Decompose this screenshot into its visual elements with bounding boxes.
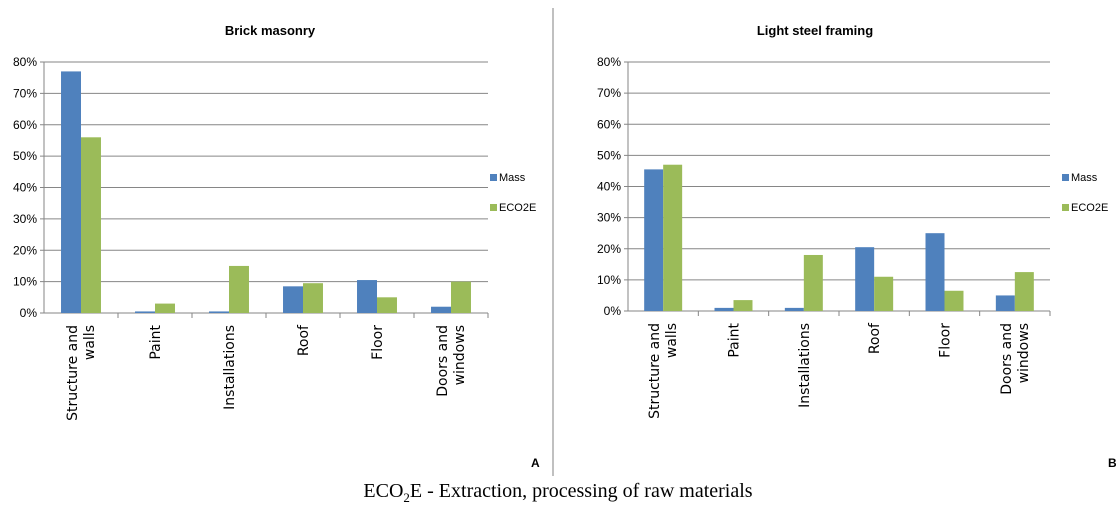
chart-b-category-label: Paint <box>727 323 743 358</box>
chart-a-legend-swatch-eco2e <box>490 204 497 211</box>
chart-a-category-label: Structure andwalls <box>65 325 98 421</box>
chart-a-y-tick-label: 20% <box>13 243 37 257</box>
chart-a-bar-eco2e-4 <box>377 297 397 313</box>
chart-a-bar-eco2e-0 <box>81 137 101 313</box>
chart-a-bar-eco2e-3 <box>303 283 323 313</box>
chart-a-y-tick-label: 70% <box>13 86 37 100</box>
chart-b-legend-label-mass: Mass <box>1071 172 1098 184</box>
chart-b-category-label: Roof <box>867 322 883 354</box>
chart-a-legend-label-mass: Mass <box>499 172 526 184</box>
chart-b-bar-eco2e-2 <box>803 254 823 311</box>
caption-subscript: 2 <box>403 490 410 505</box>
chart-a-bar-eco2e-5 <box>451 281 471 313</box>
chart-a-category-label: Floor <box>370 325 386 360</box>
chart-b-bar-eco2e-5 <box>1014 272 1034 311</box>
chart-b-title: Light steel framing <box>757 23 873 38</box>
caption-suffix: E - Extraction, processing of raw materi… <box>409 480 753 502</box>
chart-a-bar-mass-1 <box>135 311 155 313</box>
chart-b-bar-mass-1 <box>714 307 734 311</box>
caption-prefix: ECO <box>363 480 404 502</box>
chart-b-y-tick-label: 50% <box>597 148 621 162</box>
chart-b-y-tick-label: 60% <box>597 117 621 131</box>
chart-a-bar-mass-3 <box>283 286 303 313</box>
chart-b-y-tick-label: 80% <box>597 55 621 69</box>
chart-a-legend-label-eco2e: ECO2E <box>499 202 536 214</box>
chart-b-corner-label: B <box>1108 456 1116 470</box>
chart-a-category-label: Roof <box>296 324 312 356</box>
chart-a-category-label: Installations <box>222 325 238 410</box>
chart-b-y-tick-label: 70% <box>597 86 621 100</box>
chart-a-category-label: Doors andwindows <box>435 325 468 397</box>
chart-a-bar-mass-2 <box>209 311 229 313</box>
chart-b-bar-eco2e-1 <box>733 300 753 311</box>
chart-b-bar-eco2e-3 <box>874 276 894 311</box>
chart-b-category-label: Floor <box>938 323 954 358</box>
chart-a-corner-label: A <box>531 456 540 470</box>
chart-b-category-label: Structure andwalls <box>647 323 680 419</box>
chart-b-bar-eco2e-4 <box>944 290 964 311</box>
chart-a-bar-mass-4 <box>357 280 377 313</box>
chart-a-bar-eco2e-2 <box>229 265 249 313</box>
chart-b-bar-mass-5 <box>995 295 1015 311</box>
chart-b-bar-mass-4 <box>925 233 945 311</box>
chart-a-y-tick-label: 60% <box>13 118 37 132</box>
chart-b-legend-label-eco2e: ECO2E <box>1071 202 1108 214</box>
chart-a-bar-eco2e-1 <box>155 303 175 313</box>
chart-b-category-label: Doors andwindows <box>999 323 1032 395</box>
chart-a-y-tick-label: 40% <box>13 181 37 195</box>
chart-b-y-tick-label: 40% <box>597 180 621 194</box>
chart-b-bar-mass-3 <box>855 247 875 311</box>
chart-a-y-tick-label: 0% <box>20 306 38 320</box>
chart-a-category-label: Paint <box>148 325 164 360</box>
chart-b-legend-swatch-mass <box>1062 174 1069 181</box>
figure-caption: ECO2E - Extraction, processing of raw ma… <box>0 480 1116 506</box>
chart-a-bar-mass-5 <box>431 306 451 313</box>
chart-b-category-label: Installations <box>797 323 813 408</box>
chart-a-bar-mass-0 <box>61 71 81 313</box>
chart-b-y-tick-label: 0% <box>604 304 622 318</box>
chart-b-y-tick-label: 20% <box>597 242 621 256</box>
chart-b-y-tick-label: 10% <box>597 273 621 287</box>
chart-a-y-tick-label: 30% <box>13 212 37 226</box>
chart-b-bar-mass-0 <box>644 169 664 311</box>
chart-a-y-tick-label: 10% <box>13 275 37 289</box>
chart-a-y-tick-label: 80% <box>13 55 37 69</box>
chart-a-legend-swatch-mass <box>490 174 497 181</box>
chart-b-bar-mass-2 <box>784 307 804 311</box>
chart-a-y-tick-label: 50% <box>13 149 37 163</box>
chart-b-legend-swatch-eco2e <box>1062 204 1069 211</box>
chart-b-bar-eco2e-0 <box>663 164 683 311</box>
chart-a-title: Brick masonry <box>225 23 316 38</box>
chart-b-y-tick-label: 30% <box>597 211 621 225</box>
